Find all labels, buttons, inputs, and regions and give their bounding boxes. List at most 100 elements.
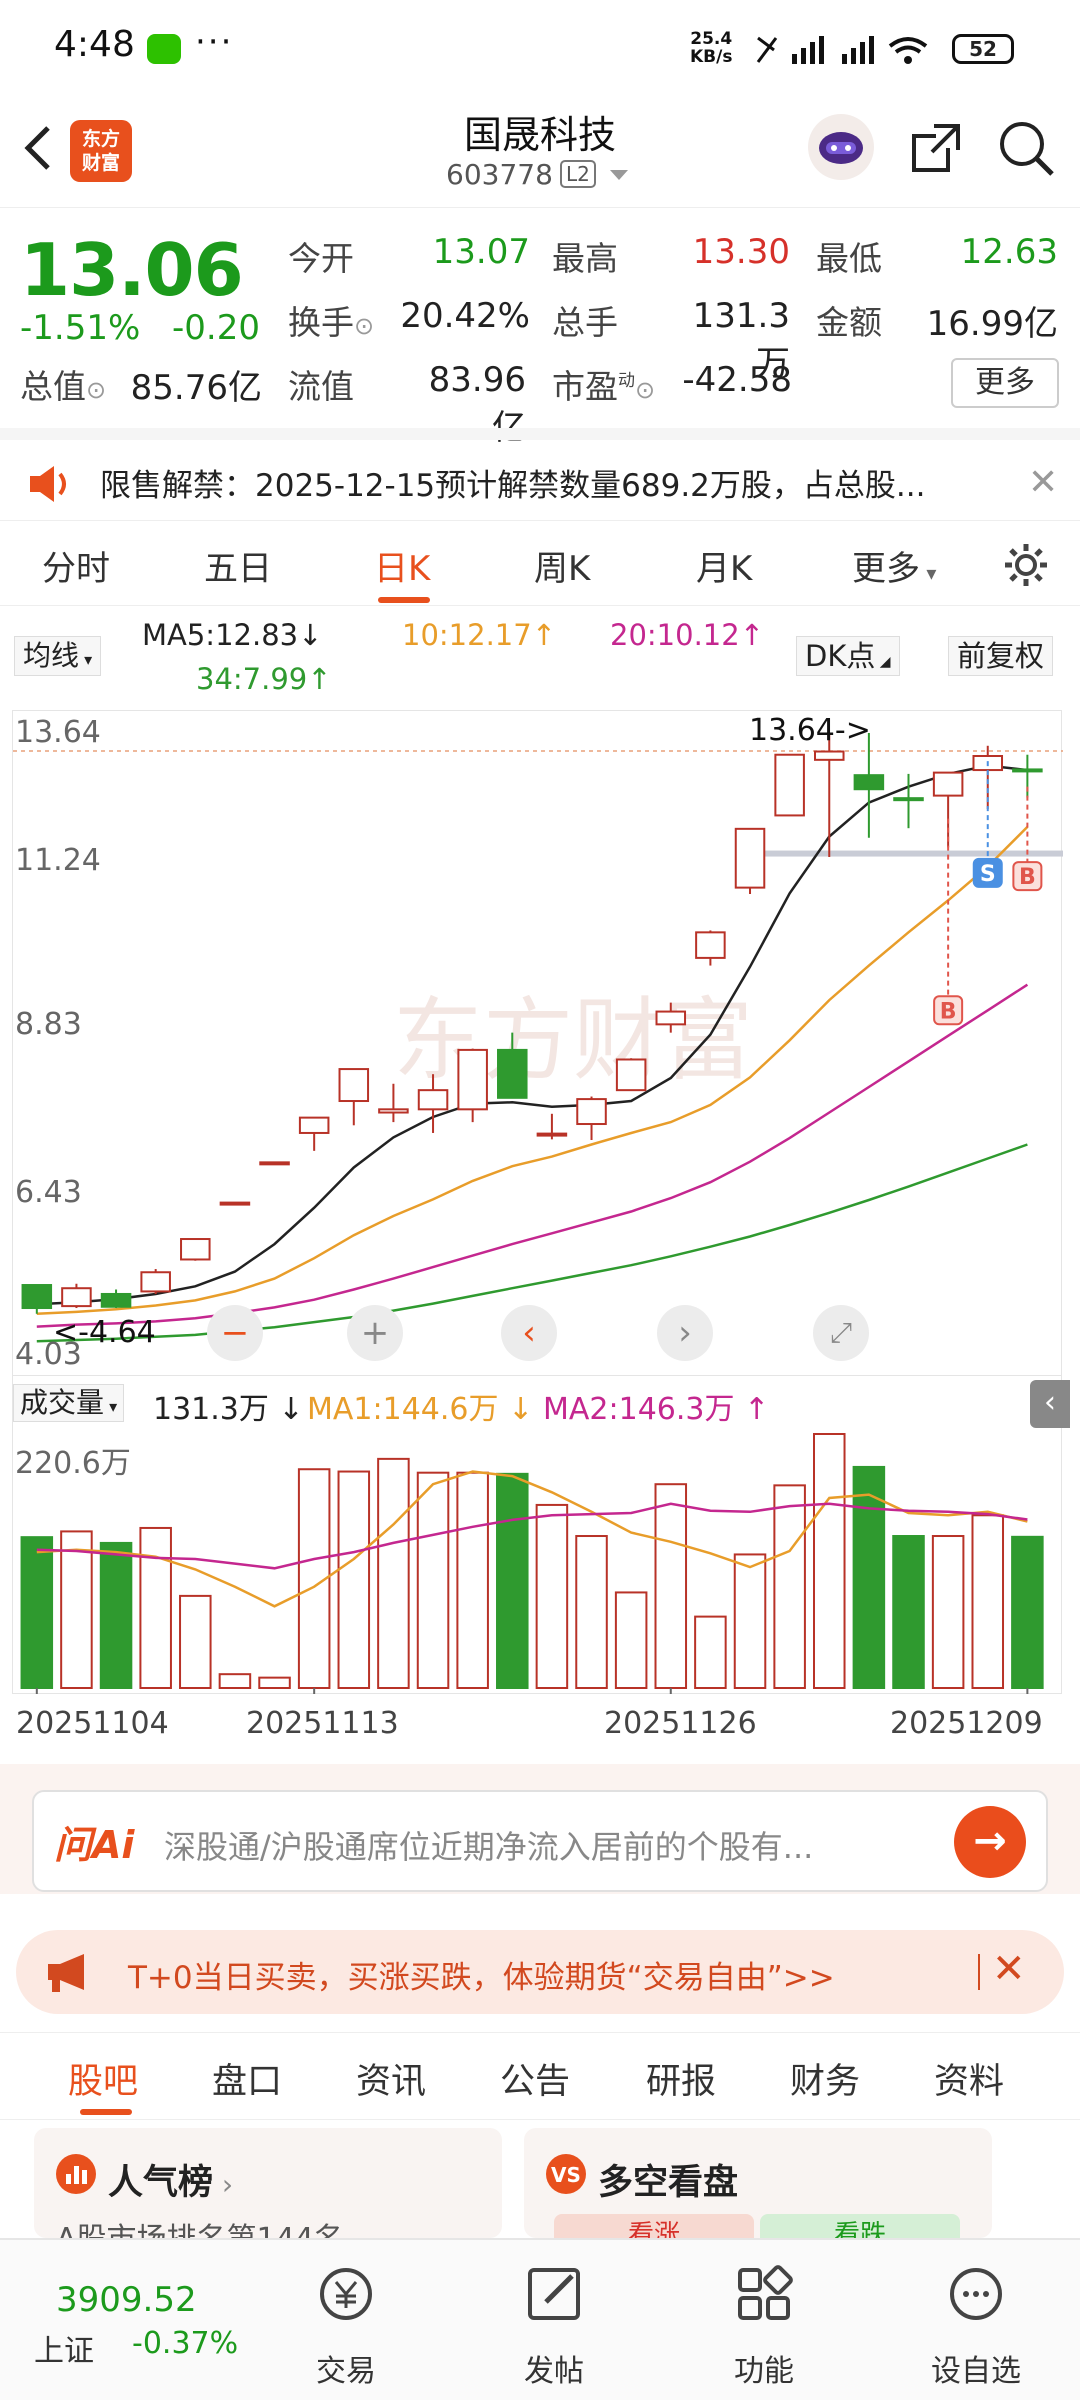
- zoom-in-button[interactable]: +: [347, 1305, 403, 1361]
- tab-weekly-k[interactable]: 周K: [534, 549, 591, 589]
- tab-profile[interactable]: 资料: [934, 2062, 1005, 2102]
- volume-bar: [99, 1541, 133, 1689]
- gear-icon[interactable]: [1002, 541, 1050, 589]
- tab-announcements[interactable]: 公告: [500, 2062, 571, 2102]
- level2-badge[interactable]: L2: [560, 160, 596, 188]
- volume-ma1: MA1:144.6万 ↓: [307, 1392, 534, 1427]
- share-icon[interactable]: [906, 118, 966, 178]
- arrow-right-icon[interactable]: →: [954, 1806, 1026, 1878]
- tab-guba[interactable]: 股吧: [68, 2062, 139, 2102]
- notice-bar[interactable]: 限售解禁：2025-12-15预计解禁数量689.2万股，占总股... ✕: [0, 428, 1080, 520]
- more-button[interactable]: 更多: [951, 358, 1059, 408]
- chevron-down-icon[interactable]: [610, 170, 628, 180]
- turnover-value: 20.42%: [400, 296, 530, 336]
- ma5-line: [36, 764, 1028, 1306]
- index-value[interactable]: 3909.52: [56, 2280, 197, 2320]
- tab-five-day[interactable]: 五日: [204, 549, 272, 589]
- tab-research[interactable]: 研报: [646, 2062, 717, 2102]
- tab-more[interactable]: 更多 ▾: [852, 549, 937, 589]
- promo-banner[interactable]: T+0当日买卖，买涨买跌，体验期货“交易自由”>> ✕: [16, 1930, 1064, 2014]
- signal-wifi-icons: [756, 36, 928, 64]
- tab-financials[interactable]: 财务: [790, 2062, 861, 2102]
- market-cap-value: 85.76亿: [130, 368, 262, 408]
- ma10-line: [36, 826, 1029, 1316]
- adjust-button[interactable]: 前复权: [948, 636, 1054, 676]
- dk-point-button[interactable]: DK点 ◢: [796, 636, 900, 676]
- index-change[interactable]: -0.37%: [132, 2326, 239, 2361]
- expand-icon[interactable]: ⤢: [813, 1305, 869, 1361]
- candle-body: [100, 1292, 132, 1308]
- popularity-title: 人气榜 ›: [108, 2163, 234, 2203]
- pe-value: -42.58: [682, 360, 792, 400]
- candle-body: [853, 774, 885, 791]
- kline-chart[interactable]: 东方财富 B S B 13.64 11.24 8.83 6.43 4.03 13.64…: [12, 710, 1063, 1376]
- volume-bar: [139, 1526, 172, 1689]
- nav-functions[interactable]: 功能: [704, 2254, 824, 2389]
- candle-body: [814, 750, 845, 761]
- ask-ai-bar[interactable]: 问Ai 深股通/沪股通席位近期净流入居前的个股有... →: [32, 1790, 1048, 1892]
- back-icon[interactable]: [18, 118, 58, 178]
- volume-ma1-line: [36, 1470, 1028, 1608]
- indicator-selector[interactable]: 均线 ▾: [14, 636, 102, 676]
- volume-bar: [694, 1615, 727, 1689]
- ai-assistant-avatar[interactable]: [808, 114, 874, 180]
- volume-bar: [20, 1536, 54, 1689]
- zoom-out-button[interactable]: −: [207, 1305, 263, 1361]
- amount-label: 金额: [816, 303, 882, 342]
- tab-order-book[interactable]: 盘口: [212, 2062, 283, 2102]
- active-tab-underline: [378, 597, 430, 603]
- app-logo[interactable]: 东方 财富: [70, 120, 132, 182]
- popularity-rank: A股市场排名第144名: [56, 2214, 344, 2238]
- volume-bar: [575, 1535, 608, 1689]
- candle-body: [1012, 768, 1043, 773]
- volume-bar: [971, 1514, 1005, 1689]
- bullish-button[interactable]: 看涨: [554, 2214, 754, 2238]
- amount-value: 16.99亿: [926, 304, 1058, 344]
- bull-bear-card[interactable]: VS 多空看盘 看涨 看跌: [524, 2128, 992, 2238]
- tab-monthly-k[interactable]: 月K: [696, 549, 753, 589]
- wechat-notification-icon: [147, 34, 181, 64]
- volume-indicator-selector[interactable]: 成交量 ▾: [13, 1384, 125, 1422]
- volume-bar: [535, 1503, 569, 1690]
- close-icon[interactable]: ✕: [992, 1946, 1026, 1992]
- kline-svg: 东方财富 BS B: [13, 733, 1063, 1343]
- candle-body: [378, 1108, 409, 1114]
- candle-body: [734, 827, 766, 889]
- volume-bar: [654, 1483, 688, 1690]
- close-icon[interactable]: ✕: [1028, 462, 1059, 503]
- active-tab-underline: [80, 2109, 132, 2115]
- nav-post[interactable]: 发帖: [494, 2254, 614, 2389]
- volume-bar: [852, 1465, 886, 1689]
- bearish-button[interactable]: 看跌: [760, 2214, 960, 2238]
- volume-value: 131.3万: [692, 296, 790, 384]
- support-band: [753, 850, 1063, 857]
- tab-news[interactable]: 资讯: [356, 2062, 427, 2102]
- nav-trade[interactable]: 交易: [286, 2254, 406, 2389]
- collapse-panel-icon[interactable]: ‹: [1030, 1380, 1070, 1428]
- popularity-card[interactable]: 人气榜 › A股市场排名第144名: [34, 2128, 502, 2238]
- chevron-left-icon[interactable]: ‹: [501, 1305, 557, 1361]
- volume-bar: [416, 1471, 450, 1690]
- search-icon[interactable]: [996, 118, 1056, 178]
- turnover-label[interactable]: 换手⊙: [288, 303, 375, 342]
- tab-intraday[interactable]: 分时: [42, 549, 110, 589]
- volume-ma2-line: [36, 1502, 1028, 1570]
- nav-add-watchlist[interactable]: 设自选: [916, 2254, 1036, 2389]
- pe-label[interactable]: 市盈动⊙: [552, 367, 656, 406]
- index-name[interactable]: 上证: [34, 2334, 94, 2369]
- ask-ai-placeholder[interactable]: 深股通/沪股通席位近期净流入居前的个股有...: [164, 1828, 814, 1866]
- date-label: 20251104: [16, 1706, 169, 1741]
- nav-functions-label: 功能: [734, 2354, 794, 2389]
- open-label: 今开: [288, 239, 354, 278]
- bottom-navigation: 3909.52 上证 -0.37% 交易 发帖 功能 设自选: [0, 2238, 1080, 2400]
- volume-bar: [179, 1594, 212, 1689]
- battery-indicator: 52: [952, 34, 1014, 64]
- grid-icon: [738, 2265, 793, 2320]
- chevron-right-icon[interactable]: ›: [657, 1305, 713, 1361]
- volume-bar: [337, 1470, 371, 1689]
- volume-chart[interactable]: 220.6万: [12, 1430, 1062, 1694]
- tab-daily-k[interactable]: 日K: [374, 549, 431, 589]
- market-cap-label[interactable]: 总值⊙: [20, 367, 107, 406]
- candle-body: [615, 1058, 647, 1092]
- ask-ai-logo: 问Ai: [54, 1823, 135, 1867]
